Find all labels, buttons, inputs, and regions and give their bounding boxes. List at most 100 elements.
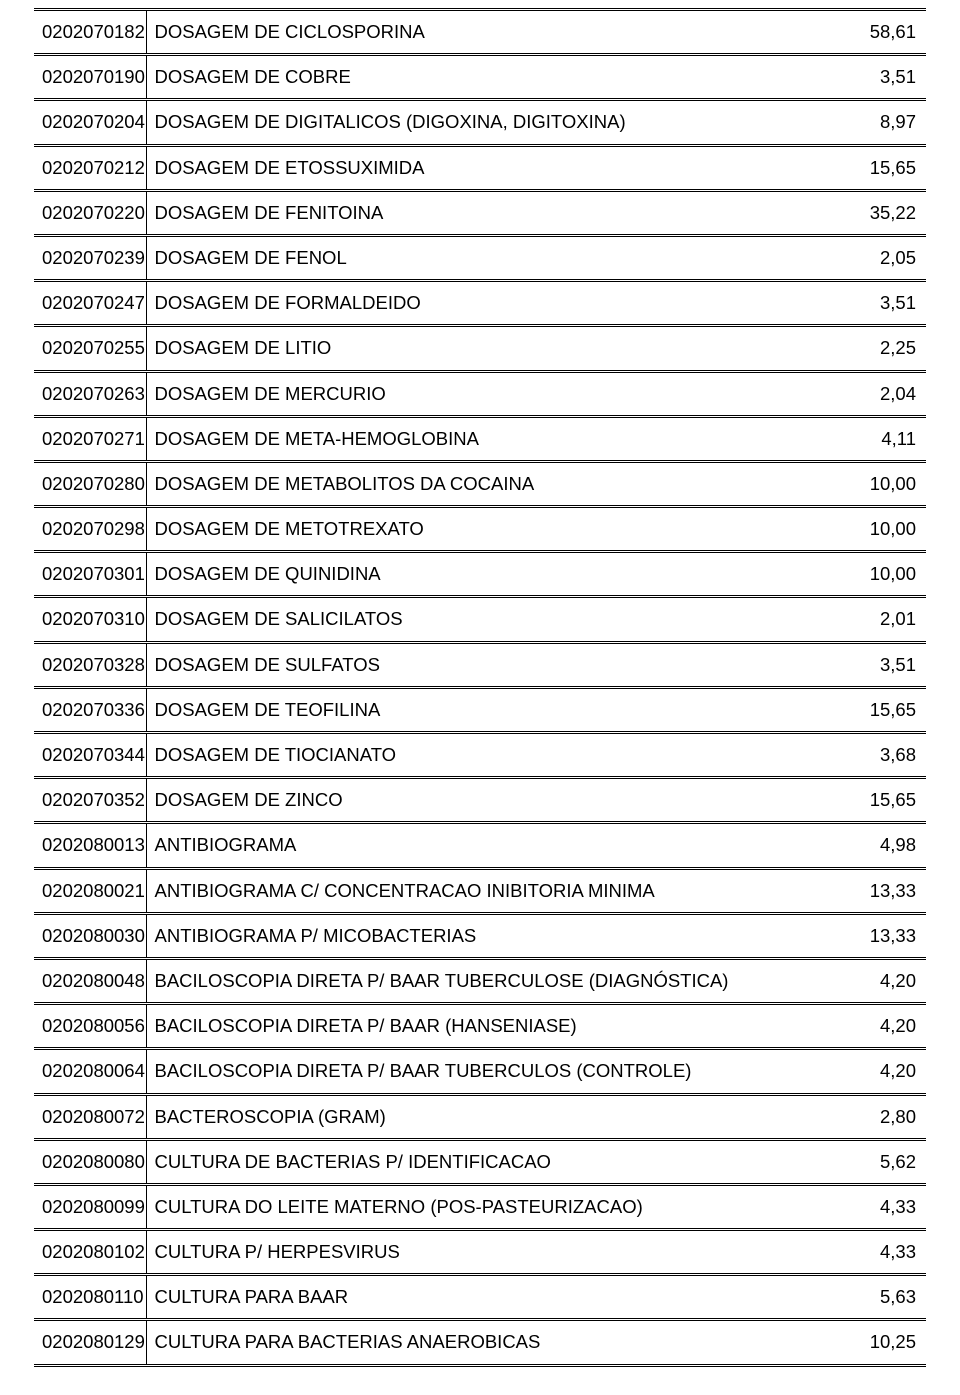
cell-description: CULTURA DO LEITE MATERNO (POS-PASTEURIZA… (146, 1184, 826, 1229)
cell-code: 0202070190 (34, 55, 146, 100)
cell-description: DOSAGEM DE DIGITALICOS (DIGOXINA, DIGITO… (146, 100, 826, 145)
cell-value: 4,33 (826, 1230, 926, 1275)
cell-value: 15,65 (826, 145, 926, 190)
table-row: 0202070263DOSAGEM DE MERCURIO2,04 (34, 371, 926, 416)
cell-code: 0202080021 (34, 868, 146, 913)
table-row: 0202070239DOSAGEM DE FENOL2,05 (34, 235, 926, 280)
cell-value: 2,25 (826, 326, 926, 371)
cell-description: ANTIBIOGRAMA C/ CONCENTRACAO INIBITORIA … (146, 868, 826, 913)
cell-description: BACILOSCOPIA DIRETA P/ BAAR (HANSENIASE) (146, 1004, 826, 1049)
cell-value: 2,01 (826, 597, 926, 642)
table-row: 0202070344DOSAGEM DE TIOCIANATO3,68 (34, 733, 926, 778)
cell-code: 0202070298 (34, 507, 146, 552)
cell-description: CULTURA PARA BACTERIAS ANAEROBICAS (146, 1320, 826, 1365)
cell-description: DOSAGEM DE TIOCIANATO (146, 733, 826, 778)
cell-code: 0202070280 (34, 461, 146, 506)
cell-code: 0202070301 (34, 552, 146, 597)
cell-code: 0202070255 (34, 326, 146, 371)
cell-description: DOSAGEM DE SULFATOS (146, 642, 826, 687)
cell-value: 13,33 (826, 913, 926, 958)
cell-code: 0202070310 (34, 597, 146, 642)
cell-value: 4,20 (826, 958, 926, 1003)
procedures-table: 0202070182DOSAGEM DE CICLOSPORINA58,6102… (34, 8, 926, 1367)
cell-description: DOSAGEM DE COBRE (146, 55, 826, 100)
table-row: 0202070255DOSAGEM DE LITIO2,25 (34, 326, 926, 371)
cell-code: 0202070271 (34, 416, 146, 461)
cell-code: 0202070352 (34, 778, 146, 823)
table-row: 0202080030ANTIBIOGRAMA P/ MICOBACTERIAS1… (34, 913, 926, 958)
table-row: 0202070220DOSAGEM DE FENITOINA35,22 (34, 190, 926, 235)
cell-value: 58,61 (826, 10, 926, 55)
cell-code: 0202070220 (34, 190, 146, 235)
table-row: 0202070182DOSAGEM DE CICLOSPORINA58,61 (34, 10, 926, 55)
cell-value: 15,65 (826, 778, 926, 823)
table-row: 0202080129CULTURA PARA BACTERIAS ANAEROB… (34, 1320, 926, 1365)
cell-description: DOSAGEM DE FENITOINA (146, 190, 826, 235)
table-row: 0202080021ANTIBIOGRAMA C/ CONCENTRACAO I… (34, 868, 926, 913)
cell-description: DOSAGEM DE MERCURIO (146, 371, 826, 416)
cell-value: 35,22 (826, 190, 926, 235)
cell-code: 0202070239 (34, 235, 146, 280)
cell-code: 0202080030 (34, 913, 146, 958)
cell-value: 2,04 (826, 371, 926, 416)
cell-value: 4,33 (826, 1184, 926, 1229)
cell-code: 0202070263 (34, 371, 146, 416)
cell-description: DOSAGEM DE META-HEMOGLOBINA (146, 416, 826, 461)
table-row: 0202080072BACTEROSCOPIA (GRAM)2,80 (34, 1094, 926, 1139)
cell-value: 2,80 (826, 1094, 926, 1139)
cell-description: DOSAGEM DE ETOSSUXIMIDA (146, 145, 826, 190)
cell-code: 0202070344 (34, 733, 146, 778)
cell-description: DOSAGEM DE METABOLITOS DA COCAINA (146, 461, 826, 506)
cell-description: BACILOSCOPIA DIRETA P/ BAAR TUBERCULOS (… (146, 1049, 826, 1094)
cell-description: CULTURA PARA BAAR (146, 1275, 826, 1320)
cell-value: 3,51 (826, 55, 926, 100)
cell-code: 0202080080 (34, 1139, 146, 1184)
cell-description: CULTURA P/ HERPESVIRUS (146, 1230, 826, 1275)
cell-code: 0202080099 (34, 1184, 146, 1229)
cell-code: 0202080048 (34, 958, 146, 1003)
table-row: 0202080056BACILOSCOPIA DIRETA P/ BAAR (H… (34, 1004, 926, 1049)
cell-value: 4,20 (826, 1049, 926, 1094)
table-body: 0202070182DOSAGEM DE CICLOSPORINA58,6102… (34, 10, 926, 1366)
cell-code: 0202080110 (34, 1275, 146, 1320)
table-row: 0202070298DOSAGEM DE METOTREXATO10,00 (34, 507, 926, 552)
table-row: 0202080064BACILOSCOPIA DIRETA P/ BAAR TU… (34, 1049, 926, 1094)
cell-code: 0202070182 (34, 10, 146, 55)
cell-description: ANTIBIOGRAMA (146, 823, 826, 868)
document-page: 0202070182DOSAGEM DE CICLOSPORINA58,6102… (0, 0, 960, 1395)
cell-value: 4,98 (826, 823, 926, 868)
cell-code: 0202080072 (34, 1094, 146, 1139)
table-row: 0202080013ANTIBIOGRAMA4,98 (34, 823, 926, 868)
cell-code: 0202080056 (34, 1004, 146, 1049)
table-row: 0202070271DOSAGEM DE META-HEMOGLOBINA4,1… (34, 416, 926, 461)
table-row: 0202070247DOSAGEM DE FORMALDEIDO3,51 (34, 281, 926, 326)
cell-value: 4,11 (826, 416, 926, 461)
cell-description: DOSAGEM DE QUINIDINA (146, 552, 826, 597)
table-row: 0202080080CULTURA DE BACTERIAS P/ IDENTI… (34, 1139, 926, 1184)
cell-description: DOSAGEM DE SALICILATOS (146, 597, 826, 642)
cell-value: 2,05 (826, 235, 926, 280)
cell-code: 0202070212 (34, 145, 146, 190)
table-row: 0202070280DOSAGEM DE METABOLITOS DA COCA… (34, 461, 926, 506)
cell-description: DOSAGEM DE FENOL (146, 235, 826, 280)
table-row: 0202070336DOSAGEM DE TEOFILINA15,65 (34, 687, 926, 732)
cell-code: 0202080064 (34, 1049, 146, 1094)
cell-description: DOSAGEM DE TEOFILINA (146, 687, 826, 732)
cell-description: DOSAGEM DE METOTREXATO (146, 507, 826, 552)
table-row: 0202070328DOSAGEM DE SULFATOS3,51 (34, 642, 926, 687)
table-row: 0202070310DOSAGEM DE SALICILATOS2,01 (34, 597, 926, 642)
cell-code: 0202080013 (34, 823, 146, 868)
cell-value: 10,00 (826, 552, 926, 597)
table-row: 0202070190DOSAGEM DE COBRE3,51 (34, 55, 926, 100)
cell-value: 15,65 (826, 687, 926, 732)
cell-description: DOSAGEM DE CICLOSPORINA (146, 10, 826, 55)
cell-value: 10,00 (826, 507, 926, 552)
cell-value: 5,63 (826, 1275, 926, 1320)
cell-value: 10,25 (826, 1320, 926, 1365)
cell-description: DOSAGEM DE FORMALDEIDO (146, 281, 826, 326)
table-row: 0202080110CULTURA PARA BAAR5,63 (34, 1275, 926, 1320)
cell-code: 0202070328 (34, 642, 146, 687)
table-row: 0202070352DOSAGEM DE ZINCO15,65 (34, 778, 926, 823)
cell-code: 0202080129 (34, 1320, 146, 1365)
table-row: 0202070212DOSAGEM DE ETOSSUXIMIDA15,65 (34, 145, 926, 190)
